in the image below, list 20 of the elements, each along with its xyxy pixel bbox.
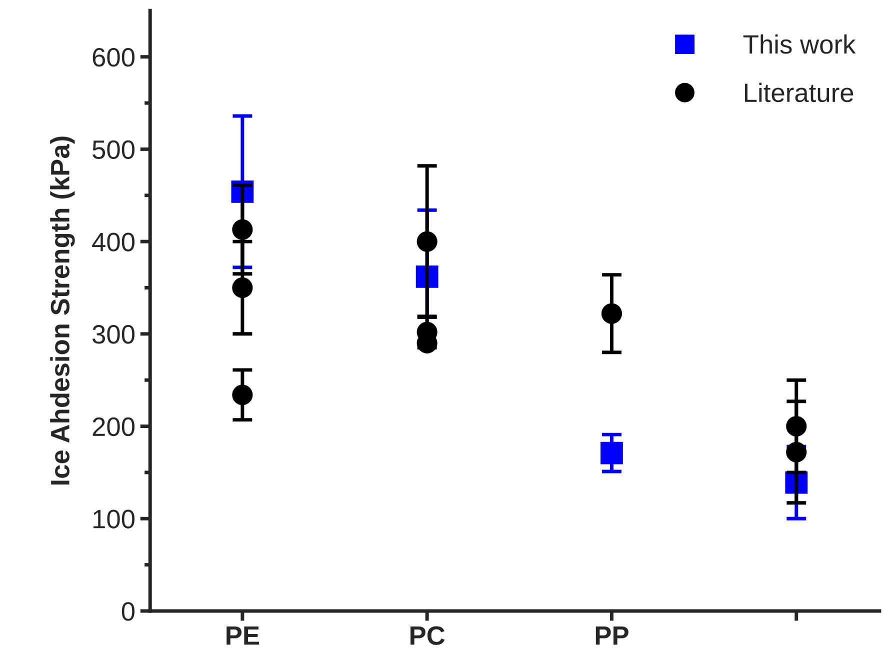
y-tick-label: 500 <box>92 140 134 160</box>
y-tick-label: 600 <box>92 48 134 67</box>
point <box>600 442 623 464</box>
legend-label: This work <box>743 34 856 54</box>
x-tick-label: PE <box>226 626 260 645</box>
point <box>232 277 253 298</box>
point <box>232 219 253 240</box>
x-tick-label: PC <box>410 626 445 645</box>
point <box>601 303 622 324</box>
y-tick-label: 100 <box>94 510 134 528</box>
legend-label: Literature <box>744 82 854 102</box>
y-tick-label: 0 <box>122 602 134 621</box>
y-axis-title: Ice Ahdesion Strength (kPa) <box>50 136 75 485</box>
y-tick-label: 200 <box>92 417 134 436</box>
y-tick-label: 400 <box>92 232 134 252</box>
y-tick-label: 300 <box>92 325 134 344</box>
point <box>232 384 253 406</box>
point <box>416 231 438 252</box>
point <box>786 442 807 462</box>
x-tick-label: PP <box>596 626 628 645</box>
